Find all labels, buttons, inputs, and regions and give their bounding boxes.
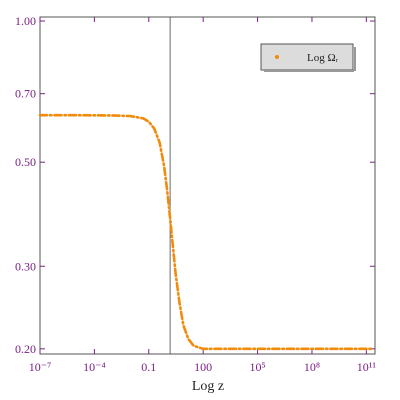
y-tick-label: 0.20 xyxy=(15,342,36,356)
y-tick-label: 0.30 xyxy=(15,259,36,273)
legend-marker xyxy=(275,55,279,59)
series-line-log-omega-r xyxy=(38,113,374,351)
x-tick-label: 0.1 xyxy=(141,360,156,374)
x-tick-label: 10¹¹ xyxy=(357,360,377,374)
legend: Log Ωᵣ xyxy=(260,43,356,72)
legend-label: Log Ωᵣ xyxy=(307,52,339,64)
y-tick-label: 0.50 xyxy=(15,155,36,169)
plot-frame xyxy=(39,16,376,355)
y-tick-label: 0.70 xyxy=(15,87,36,101)
x-tick-label: 10⁸ xyxy=(304,360,320,374)
x-tick-label: 10⁻⁴ xyxy=(83,360,106,374)
x-tick-label: 10⁻⁷ xyxy=(29,360,52,374)
y-tick-label: 1.00 xyxy=(15,14,36,28)
x-tick-label: 100 xyxy=(194,360,212,374)
x-axis-title: Log z xyxy=(192,379,224,394)
x-tick-label: 10⁵ xyxy=(249,360,265,374)
